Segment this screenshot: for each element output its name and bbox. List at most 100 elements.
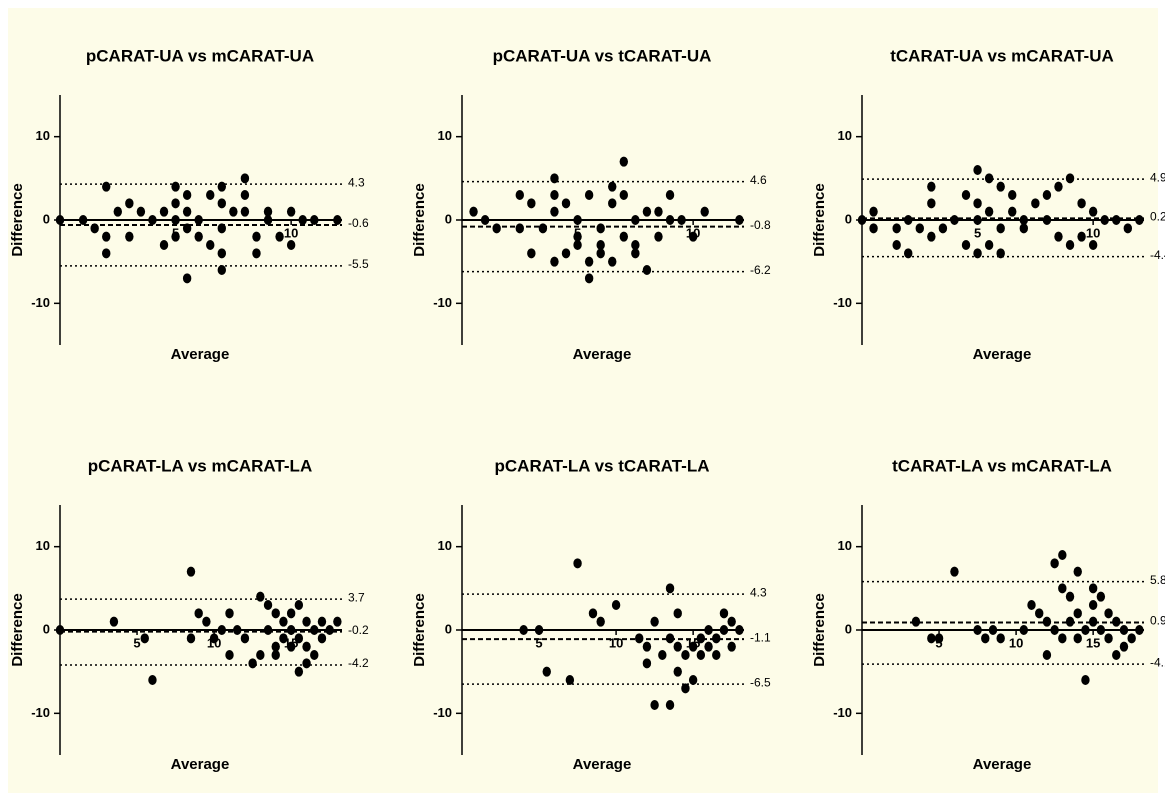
upper-loa-label: 4.3 xyxy=(348,175,365,189)
y-tick-label: 0 xyxy=(845,211,852,226)
point xyxy=(225,650,234,660)
point xyxy=(658,650,667,660)
upper-loa-label: 3.7 xyxy=(348,590,365,604)
background xyxy=(8,8,1158,793)
panel: pCARAT-UA vs tCARAT-UA Average Difference -… xyxy=(411,46,771,362)
point xyxy=(279,633,288,644)
point xyxy=(515,190,524,200)
point xyxy=(286,625,296,635)
point xyxy=(1042,650,1052,660)
point xyxy=(310,625,319,635)
point xyxy=(973,165,982,175)
y-tick-label: 10 xyxy=(438,128,452,143)
point xyxy=(735,215,744,225)
point xyxy=(1042,215,1052,225)
point xyxy=(302,616,311,627)
point xyxy=(573,231,582,242)
y-tick-label: 10 xyxy=(838,538,852,553)
point xyxy=(1081,625,1090,635)
upper-loa-label: 5.8 xyxy=(1150,573,1165,587)
point xyxy=(1058,550,1067,560)
point xyxy=(194,215,203,225)
point xyxy=(727,641,736,652)
point xyxy=(584,273,594,284)
point xyxy=(565,675,575,685)
x-axis-label: Average xyxy=(573,756,632,773)
point xyxy=(611,600,621,610)
point xyxy=(550,256,559,267)
point xyxy=(294,633,304,644)
point xyxy=(1073,633,1082,644)
point xyxy=(1119,625,1129,635)
y-tick-label: 0 xyxy=(845,621,852,636)
point xyxy=(996,248,1005,259)
upper-loa-label: 4.6 xyxy=(750,173,767,187)
x-axis-label: Average xyxy=(171,756,230,773)
point xyxy=(665,215,675,225)
point xyxy=(109,616,119,627)
point xyxy=(719,608,729,619)
point xyxy=(286,240,296,250)
point xyxy=(712,633,721,644)
point xyxy=(1008,206,1017,217)
point xyxy=(588,608,598,619)
point xyxy=(217,265,227,275)
y-axis-label: Difference xyxy=(9,183,26,256)
point xyxy=(596,223,605,234)
point xyxy=(286,608,296,619)
point xyxy=(561,198,571,209)
point xyxy=(892,223,901,234)
point xyxy=(550,190,559,200)
point xyxy=(206,190,215,200)
point xyxy=(233,625,242,635)
point xyxy=(263,215,273,225)
point xyxy=(596,240,605,250)
point xyxy=(973,248,982,259)
point xyxy=(1088,583,1098,594)
point xyxy=(252,248,261,259)
point xyxy=(719,625,729,635)
point xyxy=(573,240,582,250)
point xyxy=(1058,633,1067,644)
point xyxy=(271,641,280,652)
point xyxy=(984,173,994,184)
point xyxy=(310,215,319,225)
point xyxy=(973,625,982,635)
panel: pCARAT-LA vs mCARAT-LA Average Difference -… xyxy=(9,456,369,772)
point xyxy=(950,566,959,577)
point xyxy=(317,616,327,627)
point xyxy=(186,633,196,644)
panel-title: tCARAT-UA vs mCARAT-UA xyxy=(890,46,1114,65)
point xyxy=(271,650,280,660)
point xyxy=(984,206,994,217)
point xyxy=(159,206,169,217)
point xyxy=(171,231,180,242)
x-axis-label: Average xyxy=(171,346,230,363)
point xyxy=(735,625,744,635)
point xyxy=(927,231,936,242)
y-tick-label: -10 xyxy=(833,295,852,310)
point xyxy=(256,591,265,602)
point xyxy=(650,616,659,627)
point xyxy=(1104,633,1113,644)
point xyxy=(186,566,196,577)
point xyxy=(148,215,157,225)
point xyxy=(1077,198,1086,209)
bias-label: -0.8 xyxy=(750,218,771,232)
y-axis-label: Difference xyxy=(411,183,428,256)
point xyxy=(194,231,203,242)
point xyxy=(102,181,111,192)
point xyxy=(704,625,713,635)
point xyxy=(240,633,250,644)
point xyxy=(996,223,1005,234)
y-tick-label: -10 xyxy=(31,295,50,310)
point xyxy=(333,215,342,225)
point xyxy=(298,215,307,225)
point xyxy=(608,198,617,209)
point xyxy=(240,206,250,217)
point xyxy=(673,641,682,652)
x-tick-label: 5 xyxy=(133,635,140,650)
y-axis-label: Difference xyxy=(411,593,428,666)
point xyxy=(650,700,659,710)
